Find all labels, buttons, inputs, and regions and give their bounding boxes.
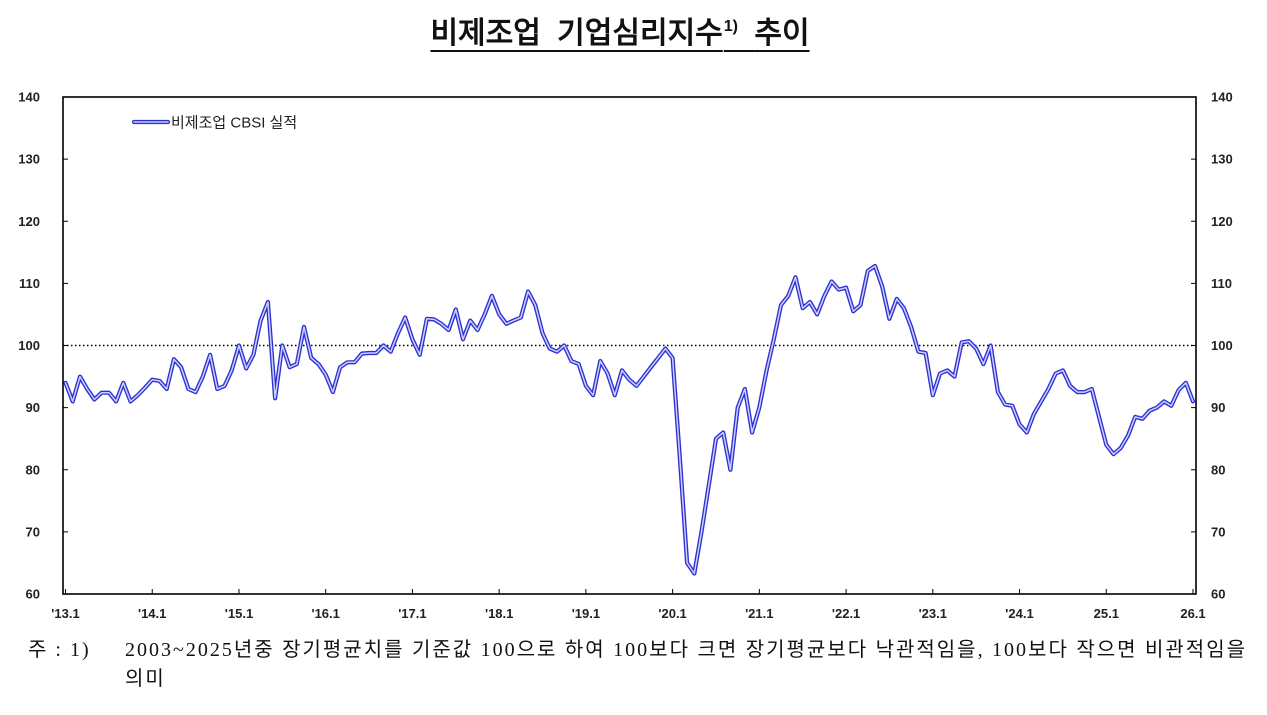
chart-title-suffix: 추이: [754, 17, 810, 50]
x-tick-label: '16.1: [311, 606, 339, 621]
y-tick-label-right: 70: [1211, 524, 1225, 539]
y-tick-label-right: 120: [1211, 214, 1233, 229]
y-tick-label-left: 80: [26, 462, 40, 477]
x-tick-label: '24.1: [1005, 606, 1033, 621]
x-tick-label: '13.1: [51, 606, 79, 621]
y-tick-label-left: 140: [18, 90, 40, 105]
x-tick-label: 25.1: [1094, 606, 1119, 621]
y-tick-label-left: 120: [18, 214, 40, 229]
y-axis-right: 140 130 120 110 100 90 80 70 60: [1191, 90, 1233, 602]
x-tick-label: '15.1: [225, 606, 253, 621]
x-axis: '13.1 '14.1 '15.1 '16.1 '17.1 '18.1 '19.1 '20.1…: [51, 589, 1206, 621]
x-tick-label: '23.1: [919, 606, 947, 621]
y-tick-label-right: 110: [1211, 276, 1232, 291]
x-tick-label: '17.1: [398, 606, 426, 621]
legend-label: 비제조업 CBSI 실적: [171, 115, 297, 132]
x-tick-label: 26.1: [1180, 606, 1205, 621]
legend: 비제조업 CBSI 실적: [131, 115, 297, 132]
y-tick-label-right: 100: [1211, 338, 1233, 353]
y-tick-label-right: 130: [1211, 152, 1233, 167]
series-line-highlight-0: [64, 265, 1194, 575]
y-tick-label-right: 140: [1211, 90, 1233, 105]
series-group: [63, 263, 1196, 576]
y-tick-label-left: 70: [26, 524, 40, 539]
y-tick-label-left: 90: [26, 400, 40, 415]
x-tick-label: '22.1: [832, 606, 860, 621]
x-tick-label: '19.1: [572, 606, 600, 621]
x-tick-label: '20.1: [658, 606, 686, 621]
plot-area-border: [62, 96, 1197, 595]
y-tick-label-right: 80: [1211, 462, 1225, 477]
title-footnote-mark: 1): [723, 18, 739, 35]
chart-title-main: 비제조업 기업심리지수: [430, 17, 723, 50]
y-tick-label-left: 60: [26, 587, 40, 602]
y-tick-label-left: 100: [18, 338, 40, 353]
y-axis-left: 140 130 120 110 100 90 80 70 60: [18, 90, 68, 602]
footnote-label: 주 : 1): [28, 639, 91, 661]
series-line-0: [63, 263, 1196, 576]
y-tick-label-left: 130: [18, 152, 40, 167]
footnote-text: 2003~2025년중 장기평균치를 기준값 100으로 하여 100보다 크면…: [125, 639, 1247, 690]
x-tick-label: '14.1: [138, 606, 166, 621]
x-tick-label: '18.1: [485, 606, 513, 621]
y-tick-label-left: 110: [19, 276, 40, 291]
chart-title: 비제조업 기업심리지수1) 추이: [0, 14, 1240, 54]
y-tick-label-right: 90: [1211, 400, 1225, 415]
y-tick-label-right: 60: [1211, 587, 1225, 602]
x-tick-label: '21.1: [745, 606, 773, 621]
